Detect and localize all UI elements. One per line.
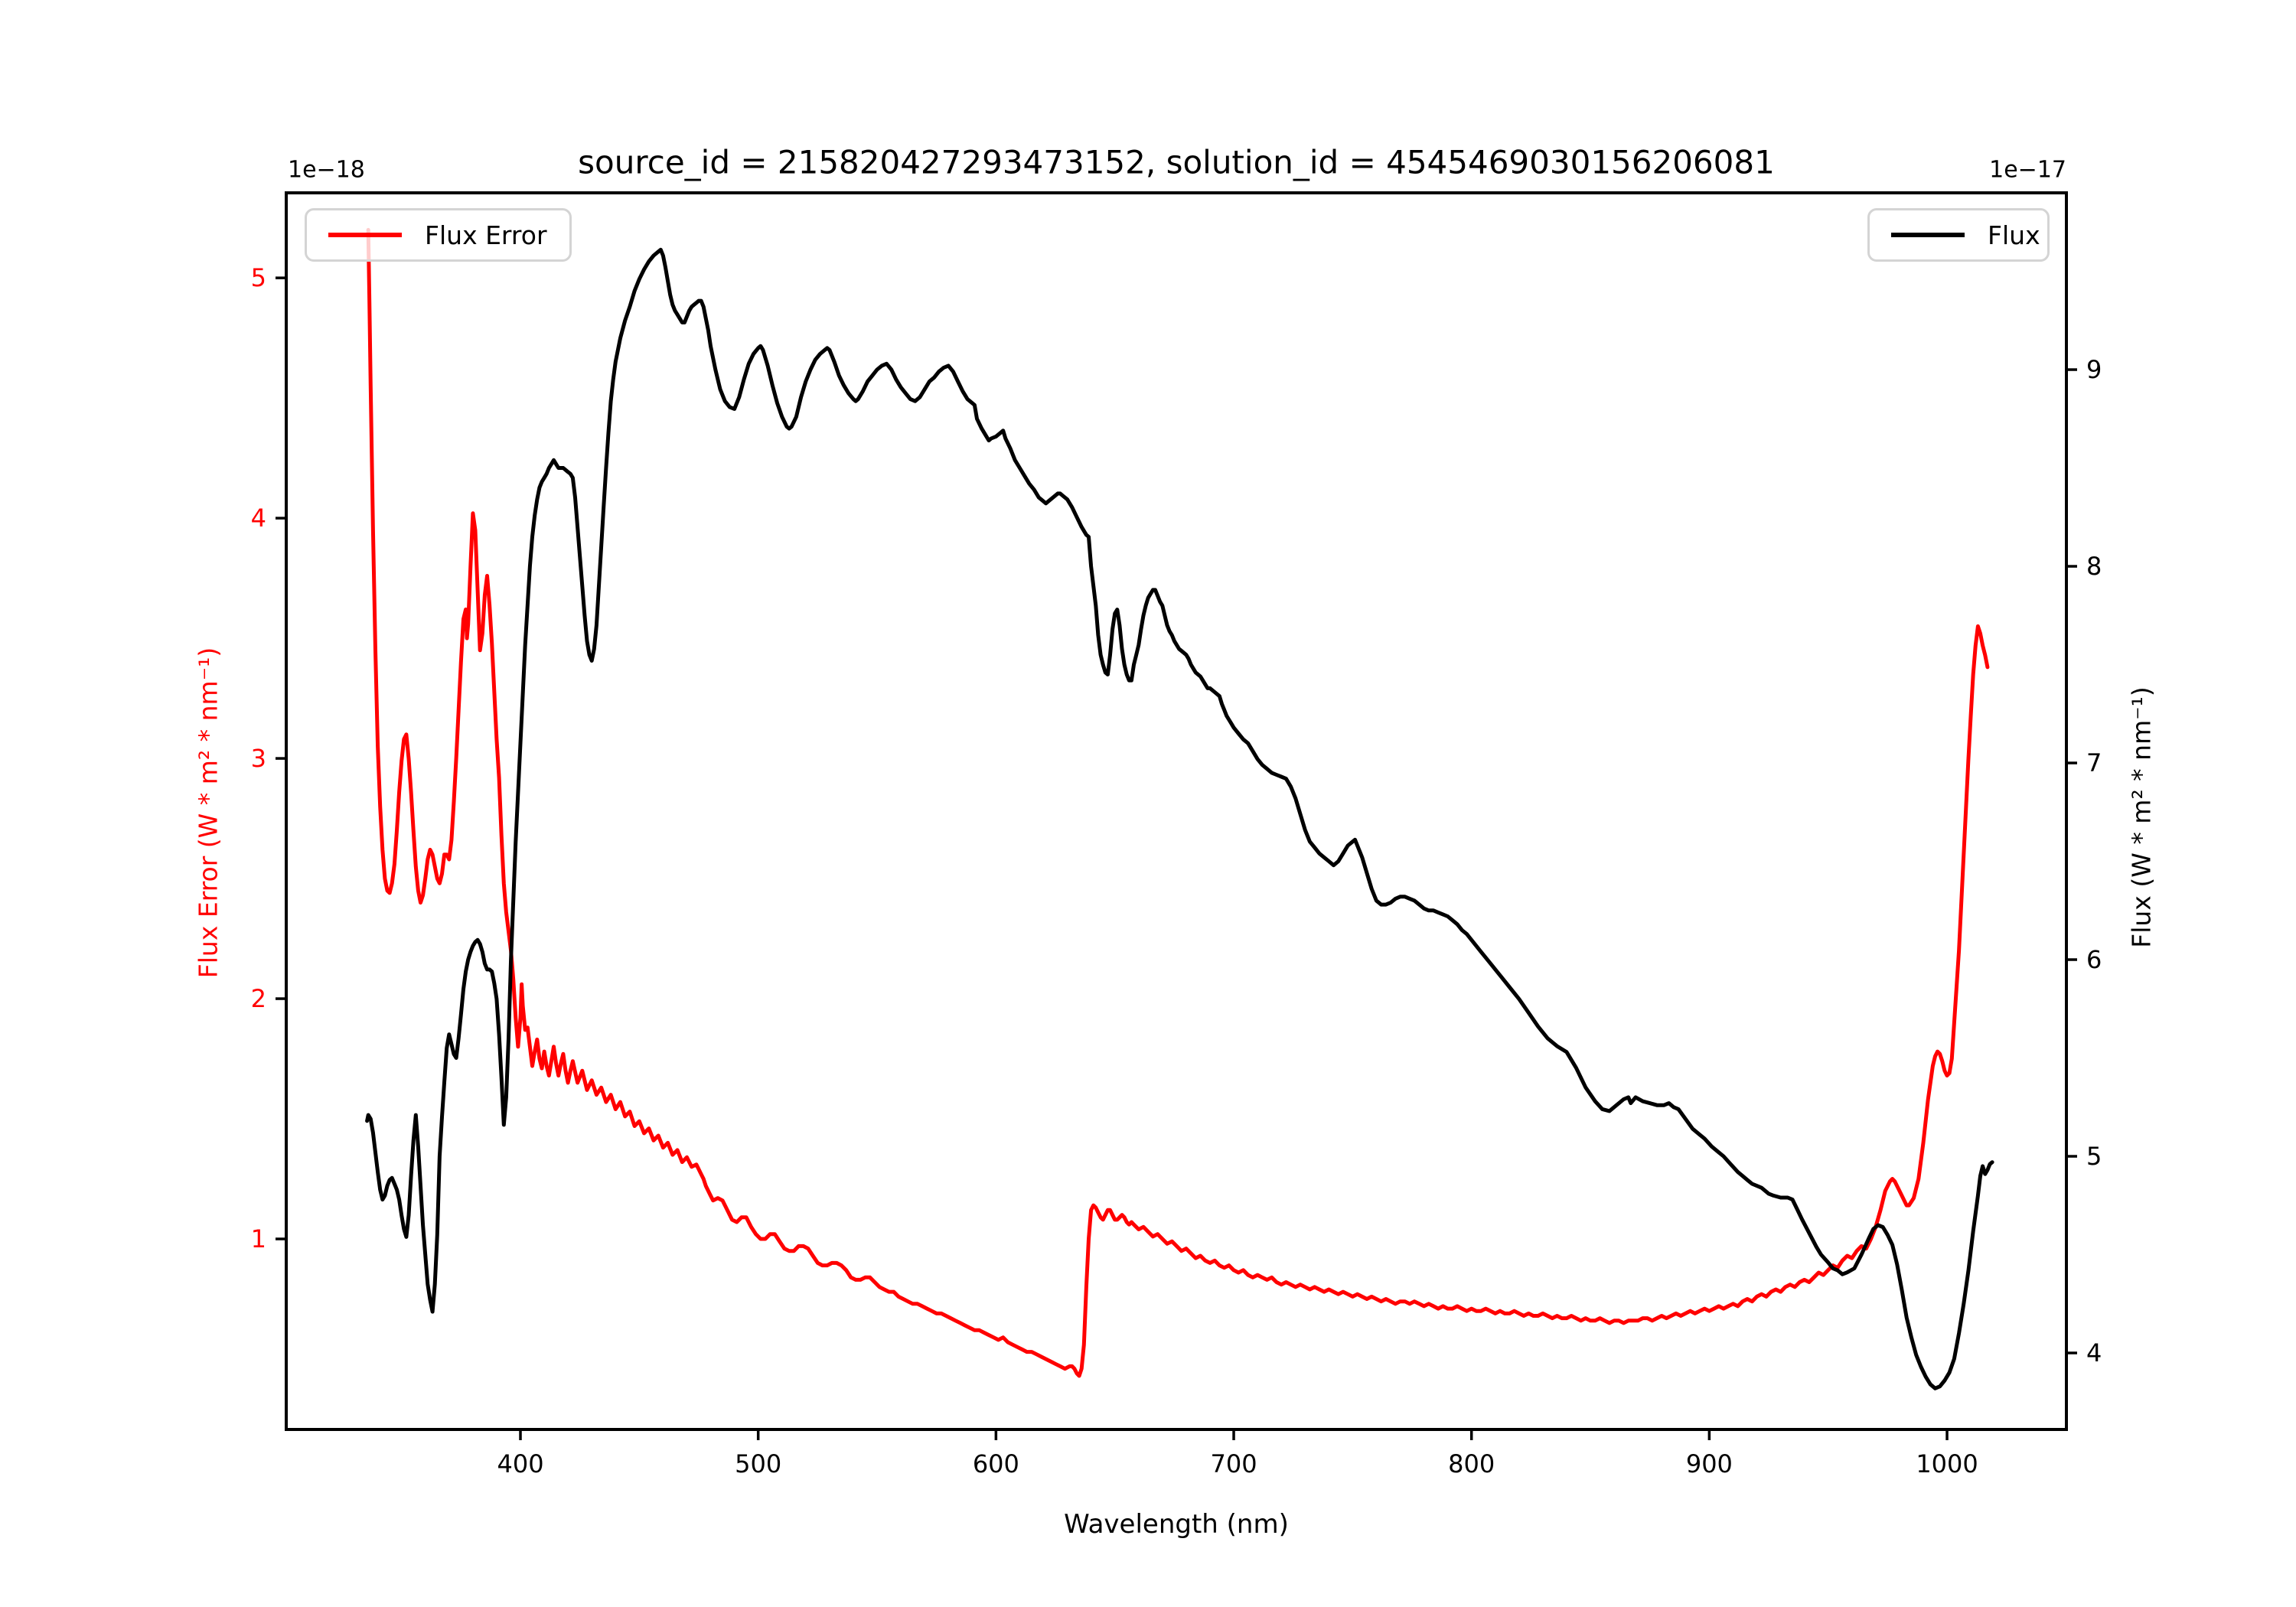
plot-spines (285, 191, 2068, 1431)
left-axis-offset-label: 1e−18 (288, 156, 365, 184)
flux-error-line-sample (328, 233, 402, 237)
flux-line-sample (1891, 233, 1965, 237)
right-y-tick-label: 8 (2086, 552, 2102, 581)
right-axis-offset-label: 1e−17 (1989, 156, 2066, 184)
series-flux-error (366, 227, 1990, 1378)
legend-flux: Flux (1867, 208, 2050, 262)
right-y-tick-label: 7 (2086, 748, 2102, 777)
x-tick-label: 500 (735, 1449, 781, 1478)
left-axis-title: Flux Error (W * m² * nm⁻¹) (193, 647, 223, 979)
right-y-tick-label: 4 (2086, 1338, 2102, 1367)
right-y-tick-label: 9 (2086, 355, 2102, 384)
x-tick-label: 600 (973, 1449, 1019, 1478)
legend-flux-label: Flux (1988, 220, 2040, 250)
left-y-tick-label: 3 (251, 744, 266, 773)
left-y-tick-label: 5 (251, 263, 266, 292)
left-y-tick-label: 2 (251, 984, 266, 1013)
x-axis-title: Wavelength (nm) (1064, 1509, 1289, 1540)
x-tick-label: 700 (1210, 1449, 1257, 1478)
left-y-tick-label: 4 (251, 504, 266, 533)
right-axis-title: Flux (W * m² * nm⁻¹) (2126, 686, 2157, 948)
series-flux (365, 247, 1994, 1390)
x-tick-label: 800 (1448, 1449, 1495, 1478)
x-tick-label: 900 (1686, 1449, 1733, 1478)
x-tick-label: 400 (497, 1449, 543, 1478)
legend-flux-error-label: Flux Error (425, 220, 547, 250)
x-tick-label: 1000 (1916, 1449, 1978, 1478)
legend-flux-error: Flux Error (305, 208, 572, 262)
right-y-tick-label: 5 (2086, 1142, 2102, 1171)
plot-title: source_id = 215820427293473152, solution… (578, 143, 1775, 181)
right-y-tick-label: 6 (2086, 945, 2102, 974)
left-y-tick-label: 1 (251, 1224, 266, 1253)
